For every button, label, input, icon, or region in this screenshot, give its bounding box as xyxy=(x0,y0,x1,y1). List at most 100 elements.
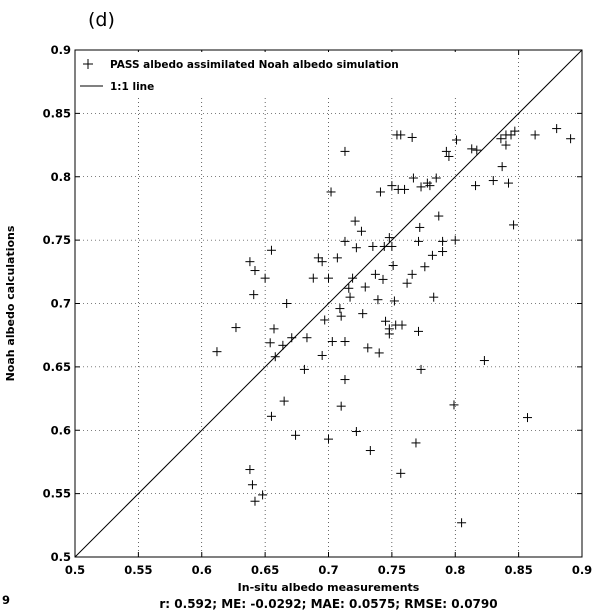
x-axis-label: In-situ albedo measurements xyxy=(238,581,420,594)
x-tick-label: 0.65 xyxy=(251,563,279,577)
data-point xyxy=(509,220,519,230)
data-point xyxy=(356,226,366,236)
data-point xyxy=(407,269,417,279)
data-point xyxy=(506,130,516,140)
data-point xyxy=(370,269,380,279)
legend-box xyxy=(79,52,471,96)
data-point xyxy=(278,340,288,350)
data-point xyxy=(332,253,342,263)
data-point xyxy=(479,356,489,366)
x-tick-label: 0.75 xyxy=(378,563,406,577)
data-point xyxy=(324,434,333,444)
data-point xyxy=(457,518,467,528)
data-point xyxy=(258,490,268,500)
grid xyxy=(75,50,582,557)
data-point xyxy=(381,316,391,326)
x-tick-label: 0.5 xyxy=(65,563,85,577)
data-point xyxy=(396,468,406,478)
data-point xyxy=(388,260,398,270)
y-tick-label: 0.85 xyxy=(43,106,71,120)
data-point xyxy=(387,241,397,251)
data-point xyxy=(302,333,312,343)
y-axis-label: Noah albedo calculations xyxy=(4,225,17,381)
data-point xyxy=(335,304,345,314)
data-point xyxy=(384,233,394,243)
x-tick-labels: 0.5 0.55 0.6 0.65 0.7 0.75 0.8 0.85 0.9 xyxy=(65,563,592,577)
data-point xyxy=(373,295,383,305)
data-point xyxy=(326,187,336,197)
y-tick-label: 0.6 xyxy=(51,423,71,437)
data-point xyxy=(472,145,482,155)
data-point xyxy=(345,292,355,302)
data-point xyxy=(336,311,346,321)
data-point xyxy=(363,343,373,353)
data-point xyxy=(510,126,520,136)
legend: PASS albedo assimilated Noah albedo simu… xyxy=(79,52,471,96)
data-point xyxy=(552,124,562,134)
x-tick-label: 0.8 xyxy=(445,563,465,577)
data-point xyxy=(431,173,441,183)
data-point xyxy=(413,326,423,336)
data-point xyxy=(340,146,350,156)
data-point xyxy=(231,323,241,333)
data-point xyxy=(340,236,350,246)
data-point xyxy=(402,278,412,288)
data-point xyxy=(384,329,394,339)
data-point xyxy=(282,299,292,308)
data-point xyxy=(396,130,406,140)
data-point xyxy=(471,181,481,191)
x-tick-label: 0.7 xyxy=(318,563,338,577)
statistics-summary: r: 0.592; ME: -0.0292; MAE: 0.0575; RMSE… xyxy=(159,597,497,611)
data-point xyxy=(250,496,260,506)
data-point xyxy=(450,235,460,245)
data-point xyxy=(245,465,255,475)
data-point xyxy=(336,401,346,411)
data-point xyxy=(245,257,255,267)
data-point xyxy=(488,176,498,186)
y-tick-labels: 0.5 0.55 0.6 0.65 0.7 0.75 0.8 0.85 0.9 xyxy=(43,43,71,564)
data-point xyxy=(291,430,301,440)
data-point xyxy=(351,243,361,253)
data-point xyxy=(522,413,532,423)
data-point xyxy=(389,296,399,306)
data-point xyxy=(413,236,423,246)
panel-label: (d) xyxy=(88,9,115,31)
y-tick-label: 0.9 xyxy=(51,43,71,57)
data-point xyxy=(496,134,506,144)
data-point xyxy=(444,151,454,161)
data-point xyxy=(449,400,459,410)
data-point xyxy=(420,262,430,272)
data-point xyxy=(416,364,426,374)
data-point xyxy=(407,132,417,142)
data-point xyxy=(387,181,397,191)
data-point xyxy=(375,187,385,197)
one-to-one-line xyxy=(74,49,583,558)
data-point xyxy=(415,222,425,232)
data-point xyxy=(320,315,330,325)
y-tick-label: 0.5 xyxy=(51,550,71,564)
data-point xyxy=(351,427,361,437)
legend-marker-plus xyxy=(83,59,93,69)
data-point xyxy=(308,273,318,283)
data-point xyxy=(313,253,323,263)
data-point xyxy=(317,257,327,267)
data-point xyxy=(497,162,507,172)
data-point xyxy=(279,396,289,406)
data-point xyxy=(269,324,279,334)
data-point xyxy=(374,348,384,358)
scatter-markers xyxy=(212,124,576,528)
data-point xyxy=(416,182,426,192)
data-point xyxy=(360,282,370,292)
data-point xyxy=(249,290,259,300)
data-point xyxy=(270,352,280,362)
data-point xyxy=(299,364,309,374)
data-point xyxy=(287,333,297,343)
data-point xyxy=(265,338,275,348)
legend-entry-line: 1:1 line xyxy=(110,81,154,93)
data-point xyxy=(438,236,448,246)
data-point xyxy=(266,245,276,255)
data-point xyxy=(397,320,407,330)
data-point xyxy=(368,241,378,251)
data-point xyxy=(344,283,354,293)
